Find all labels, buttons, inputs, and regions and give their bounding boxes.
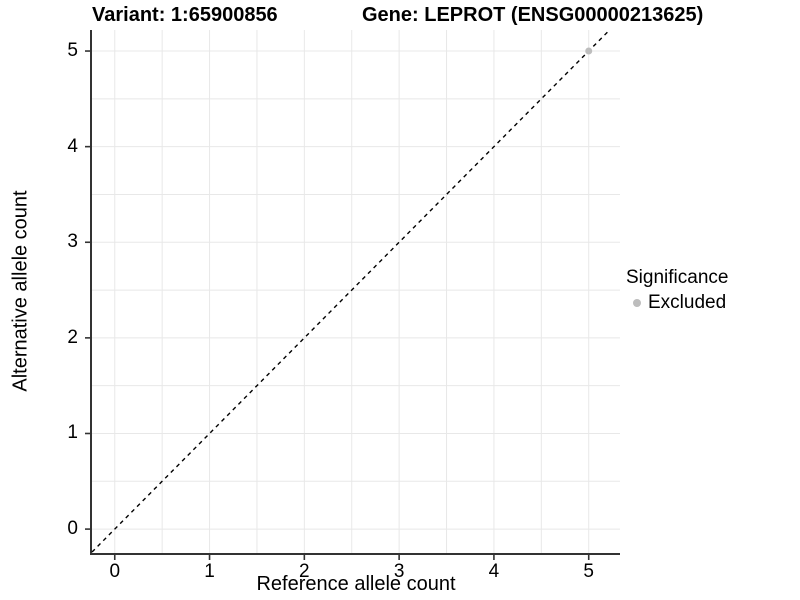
legend: Significance Excluded — [626, 266, 728, 314]
x-tick-label: 4 — [488, 561, 500, 582]
x-tick-label: 5 — [583, 561, 594, 582]
x-tick-label: 3 — [393, 561, 405, 582]
x-axis-label: Reference allele count — [256, 573, 456, 595]
legend-title: Significance — [626, 267, 729, 288]
y-tick-label: 2 — [67, 326, 78, 348]
identity-reference-line — [91, 29, 611, 553]
y-tick-label: 0 — [67, 518, 78, 540]
legend-item-excluded: Excluded — [626, 292, 728, 314]
y-axis-label: Alternative allele count — [9, 190, 32, 392]
x-tick-label: 0 — [109, 561, 121, 582]
legend-label: Excluded — [648, 292, 727, 313]
x-tick-label: 1 — [204, 561, 215, 582]
x-tick-label: 2 — [299, 561, 310, 582]
y-tick-label: 5 — [67, 40, 78, 62]
y-tick-label: 1 — [67, 422, 78, 444]
y-tick-label: 3 — [67, 231, 78, 253]
data-point-excluded — [585, 47, 593, 55]
y-tick-label: 4 — [67, 135, 78, 157]
plot-title-variant: Variant: 1:65900856 — [92, 4, 278, 26]
plot-title-gene: Gene: LEPROT (ENSG00000213625) — [362, 4, 704, 26]
legend-items: Excluded — [626, 292, 728, 314]
legend-key-dot — [633, 299, 641, 307]
